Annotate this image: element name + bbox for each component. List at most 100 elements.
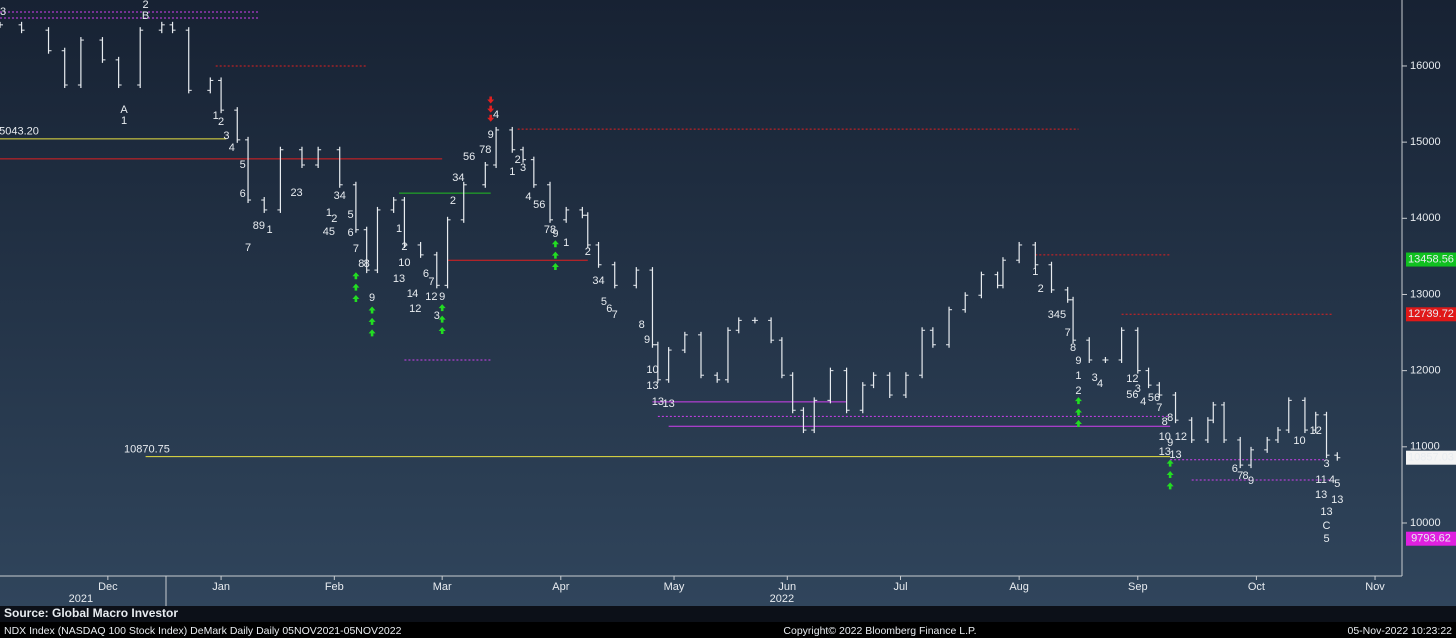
x-tick-label: Nov — [1365, 581, 1385, 593]
demark-count: 1 — [396, 223, 402, 235]
timestamp: 05-Nov-2022 10:23:22 — [1348, 625, 1453, 637]
demark-count: 6 — [606, 303, 612, 315]
price-bar — [509, 126, 516, 153]
price-bar — [218, 77, 225, 114]
price-bar — [1210, 401, 1217, 424]
y-tick-label: 10000 — [1410, 517, 1441, 529]
demark-count: 2 — [515, 154, 521, 166]
price-bar — [800, 407, 807, 434]
price-bar — [336, 146, 343, 188]
demark-count: 3 — [1092, 372, 1098, 384]
price-bar — [999, 257, 1006, 289]
x-tick-label: Aug — [1009, 581, 1029, 593]
level-label: 10870.75 — [124, 444, 170, 456]
demark-count: 4 — [493, 109, 499, 121]
price-bar — [886, 372, 893, 399]
demark-count: 34 — [334, 190, 346, 202]
description: NDX Index (NASDAQ 100 Stock Index) DeMar… — [4, 625, 402, 637]
signal-arrow — [352, 295, 360, 303]
signal-arrow — [551, 251, 559, 259]
demark-count: 12 — [1126, 373, 1138, 385]
price-bar — [1156, 382, 1163, 399]
signal-arrow — [438, 304, 446, 312]
demark-count: 13 — [1331, 494, 1343, 506]
price-bar — [1248, 446, 1255, 469]
price-bar — [444, 216, 451, 289]
demark-count: 13 — [652, 396, 664, 408]
demark-count: 10 — [646, 364, 658, 376]
demark-count: 4 — [1329, 474, 1335, 486]
price-bar — [698, 331, 704, 379]
demark-count: 8 — [639, 319, 645, 331]
price-bar — [207, 77, 214, 94]
demark-count: 3 — [520, 162, 526, 174]
demark-count: 13 — [1320, 506, 1332, 518]
demark-count: 9 — [1167, 437, 1173, 449]
demark-count: 1 — [213, 110, 219, 122]
price-bar — [1048, 261, 1055, 293]
demark-count: 89 — [253, 220, 265, 232]
price-box-label: 9793.62 — [1411, 533, 1451, 545]
price-bar — [520, 146, 527, 163]
demark-count: 13 — [1159, 446, 1171, 458]
price-bar — [1274, 427, 1281, 443]
price-bar — [1237, 436, 1244, 469]
chart-background — [0, 0, 1456, 606]
price-box — [1406, 307, 1456, 322]
demark-count: 7 — [245, 242, 251, 254]
price-bar — [1118, 327, 1125, 363]
price-bar — [1102, 356, 1109, 363]
demark-count: 4 — [1097, 378, 1103, 390]
source-strip — [0, 606, 1456, 622]
demark-count: 9 — [439, 291, 445, 303]
price-bar — [843, 367, 850, 414]
price-bar — [234, 107, 241, 143]
demark-count: 1 — [326, 207, 332, 219]
demark-count: 9 — [488, 129, 494, 141]
demark-count: 4 — [412, 288, 418, 300]
demark-count: 5 — [240, 159, 246, 171]
signal-arrow — [438, 315, 446, 323]
price-bar — [277, 146, 284, 213]
x-tick-label: Jun — [778, 581, 796, 593]
price-bar — [735, 317, 742, 334]
demark-count: 3 — [1323, 458, 1329, 470]
price-bar — [1172, 392, 1179, 424]
price-bar — [137, 27, 144, 89]
demark-count: 1 — [407, 288, 413, 300]
demark-count: 78 — [544, 224, 556, 236]
demark-count: 13 — [1169, 449, 1181, 461]
demark-count: 11 — [1315, 474, 1326, 486]
price-bar — [1285, 397, 1292, 434]
demark-count: 8 — [1162, 416, 1168, 428]
x-tick-label: Feb — [325, 581, 344, 593]
price-box-label: 13458.56 — [1408, 253, 1454, 265]
demark-count: 9 — [1075, 355, 1081, 367]
demark-count: 7 — [612, 309, 618, 321]
price-bar — [390, 197, 397, 213]
level-label: 15043.20 — [0, 126, 39, 138]
price-bar — [929, 327, 936, 348]
demark-count: 4 — [229, 142, 235, 154]
demark-count: 2 — [450, 195, 456, 207]
demark-count: 5 — [1323, 533, 1329, 545]
price-bar — [978, 271, 985, 299]
demark-count: 8 — [358, 258, 364, 270]
x-tick-label: Jan — [212, 581, 230, 593]
signal-arrow — [368, 317, 376, 325]
demark-count: C — [1323, 520, 1331, 532]
price-bar — [1221, 401, 1228, 443]
price-bar — [417, 241, 424, 258]
demark-count: 345 — [1048, 309, 1066, 321]
copyright: Copyright© 2022 Bloomberg Finance L.P. — [783, 625, 976, 637]
y-tick-label: 12000 — [1410, 365, 1441, 377]
demark-count: 2 — [143, 0, 149, 11]
price-bar — [1334, 452, 1341, 461]
demark-count: 6 — [347, 227, 353, 239]
price-bar — [1134, 327, 1141, 374]
x-tick-label: Apr — [552, 581, 569, 593]
price-bar — [1264, 436, 1271, 453]
price-bar — [1032, 241, 1039, 268]
source: Source: Global Macro Investor — [4, 606, 178, 620]
price-bar — [374, 206, 381, 274]
